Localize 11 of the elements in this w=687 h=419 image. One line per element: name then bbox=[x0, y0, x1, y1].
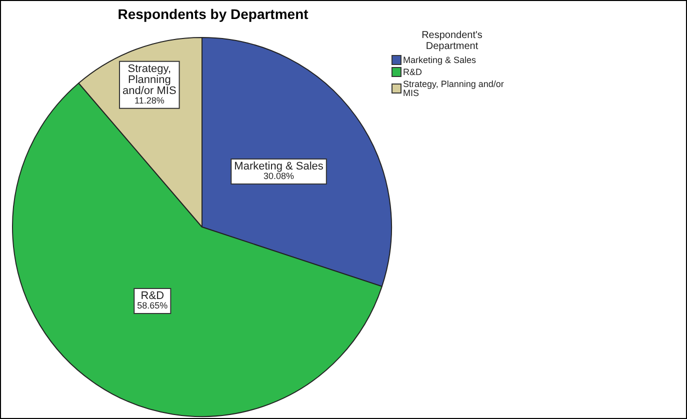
data-label: 58.65% bbox=[137, 300, 168, 310]
slice-label: Strategy, Planning and/or MIS bbox=[122, 62, 176, 97]
data-label: 11.28% bbox=[134, 95, 164, 106]
legend-label: R&D bbox=[403, 66, 422, 77]
slice-label: R&D bbox=[140, 290, 164, 302]
data-label: 30.08% bbox=[264, 170, 294, 181]
slice-label: Marketing & Sales bbox=[234, 160, 324, 173]
legend-label: Marketing & Sales bbox=[403, 54, 477, 65]
chart-title: Respondents by Department bbox=[118, 6, 309, 22]
legend-label: Strategy, Planning and/or MIS bbox=[403, 78, 504, 98]
legend-title: Respondent's Department bbox=[422, 30, 482, 52]
